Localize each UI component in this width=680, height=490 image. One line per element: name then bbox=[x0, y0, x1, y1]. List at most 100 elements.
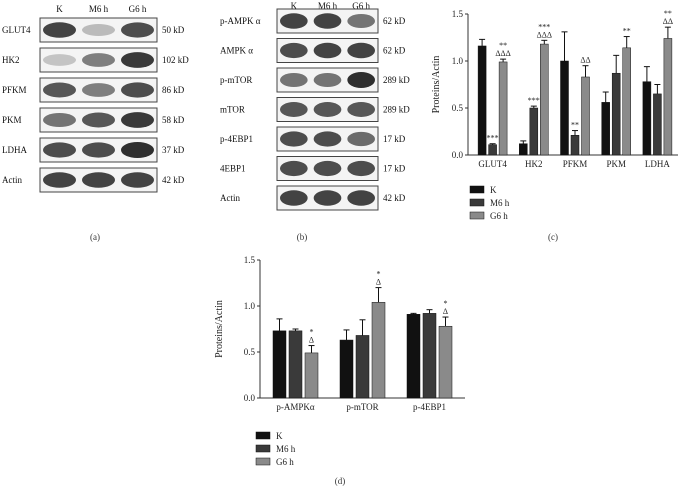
panel-c-chart: 0.00.51.01.5Proteins/Actin***ΔΔΔ**GLUT4*… bbox=[431, 9, 678, 242]
panel-b-protein-label: AMPK α bbox=[220, 46, 253, 56]
y-tick-label: 0.0 bbox=[244, 393, 256, 403]
panel-b-protein-label: 4EBP1 bbox=[220, 164, 246, 174]
panel-a-band bbox=[121, 112, 154, 128]
significance-label: Δ bbox=[443, 307, 448, 316]
legend-swatch bbox=[255, 431, 271, 440]
panel-b-size-label: 289 kD bbox=[383, 75, 410, 85]
legend-swatch bbox=[469, 185, 485, 194]
panel-a-protein-label: LDHA bbox=[2, 145, 27, 155]
panel-b-lane-label: G6 h bbox=[352, 1, 370, 11]
panel-a-band bbox=[43, 22, 76, 38]
panel-a-band bbox=[43, 112, 76, 128]
panel-b-band bbox=[280, 13, 308, 29]
bar bbox=[519, 143, 528, 156]
panel-caption: (c) bbox=[548, 232, 558, 242]
panel-a-size-label: 58 kD bbox=[162, 115, 185, 125]
panel-a-caption: (a) bbox=[90, 232, 100, 242]
significance-label: * bbox=[444, 299, 448, 308]
bar bbox=[611, 72, 621, 156]
legend-label: K bbox=[490, 185, 497, 195]
significance-label: ** bbox=[623, 27, 631, 36]
panel-a-protein-label: GLUT4 bbox=[2, 25, 31, 35]
panel-a-protein-label: Actin bbox=[2, 175, 22, 185]
y-tick-label: 1.5 bbox=[452, 9, 464, 19]
bar bbox=[560, 60, 569, 156]
panel-a-band bbox=[82, 172, 115, 188]
bar bbox=[570, 135, 580, 156]
panel-a-band bbox=[121, 82, 154, 98]
panel-b-band bbox=[347, 42, 375, 59]
panel-b-size-label: 62 kD bbox=[383, 16, 406, 26]
significance-label: ΔΔΔ bbox=[495, 49, 510, 58]
panel-caption: (d) bbox=[335, 476, 346, 486]
y-tick-label: 1.0 bbox=[244, 301, 256, 311]
bar bbox=[304, 352, 319, 399]
y-tick-label: 0.5 bbox=[244, 347, 256, 357]
panel-b-lane-label: M6 h bbox=[318, 1, 338, 11]
panel-a-protein-label: PFKM bbox=[2, 85, 27, 95]
legend-label: M6 h bbox=[276, 444, 296, 454]
panel-a-band bbox=[43, 142, 76, 158]
bar bbox=[477, 45, 487, 156]
bar bbox=[498, 61, 508, 156]
x-tick-label: p-AMPKα bbox=[276, 402, 315, 412]
panel-b-band bbox=[347, 131, 375, 147]
panel-b-band bbox=[313, 72, 342, 88]
panel-a-band bbox=[121, 52, 154, 68]
panel-a-band bbox=[121, 141, 154, 159]
legend-swatch bbox=[469, 198, 485, 207]
significance-label: ΔΔ bbox=[580, 56, 590, 65]
panel-b-protein-label: Actin bbox=[220, 193, 240, 203]
significance-label: ** bbox=[571, 121, 579, 130]
bar bbox=[601, 102, 610, 156]
significance-label: *** bbox=[487, 134, 499, 143]
panel-b-size-label: 62 kD bbox=[383, 46, 406, 56]
bar bbox=[663, 38, 673, 156]
panel-b-band bbox=[347, 160, 375, 177]
y-axis-label: Proteins/Actin bbox=[431, 56, 442, 114]
panel-b-band bbox=[313, 131, 342, 147]
panel-a-size-label: 42 kD bbox=[162, 175, 185, 185]
panel-b-band bbox=[347, 190, 375, 206]
panel-b-band bbox=[280, 72, 308, 88]
significance-label: ΔΔΔ bbox=[537, 30, 552, 39]
panel-a-protein-label: PKM bbox=[2, 115, 22, 125]
panel-a-lane-label: M6 h bbox=[89, 4, 109, 14]
x-tick-label: PFKM bbox=[563, 159, 588, 169]
legend-label: M6 h bbox=[490, 198, 510, 208]
panel-b-protein-label: p-4EBP1 bbox=[220, 134, 253, 144]
panel-b-size-label: 289 kD bbox=[383, 105, 410, 115]
panel-a-band bbox=[82, 142, 115, 158]
panel-b-size-label: 17 kD bbox=[383, 134, 406, 144]
significance-label: ΔΔ bbox=[663, 17, 673, 26]
panel-a-band bbox=[43, 54, 76, 66]
panel-a-band bbox=[121, 22, 154, 38]
significance-label: * bbox=[310, 328, 314, 337]
bar bbox=[422, 313, 437, 399]
bar bbox=[540, 43, 549, 156]
legend-label: G6 h bbox=[276, 457, 294, 467]
bar bbox=[529, 107, 539, 156]
significance-label: *** bbox=[538, 22, 550, 31]
panel-a-band bbox=[43, 172, 76, 188]
bar bbox=[339, 339, 354, 399]
panel-a-band bbox=[43, 82, 76, 98]
panel-a-size-label: 86 kD bbox=[162, 85, 185, 95]
legend-label: K bbox=[276, 431, 283, 441]
legend-swatch bbox=[469, 211, 485, 220]
panel-b-band bbox=[280, 160, 308, 177]
panel-b-caption: (b) bbox=[296, 232, 308, 242]
panel-a-protein-label: HK2 bbox=[2, 55, 20, 65]
panel-a-size-label: 37 kD bbox=[162, 145, 185, 155]
significance-label: Δ bbox=[309, 336, 314, 345]
x-tick-label: PKM bbox=[606, 159, 626, 169]
y-tick-label: 0.5 bbox=[452, 103, 464, 113]
panel-a-band bbox=[82, 24, 115, 36]
bar bbox=[653, 93, 662, 156]
panel-b-band bbox=[313, 102, 342, 117]
bar bbox=[272, 330, 287, 399]
bar bbox=[355, 335, 370, 399]
panel-a-blot: K M6 h G6 h GLUT4 50 kD HK2 102 kD PFKM 86 kD PKM… bbox=[2, 4, 189, 193]
bar bbox=[642, 81, 652, 156]
